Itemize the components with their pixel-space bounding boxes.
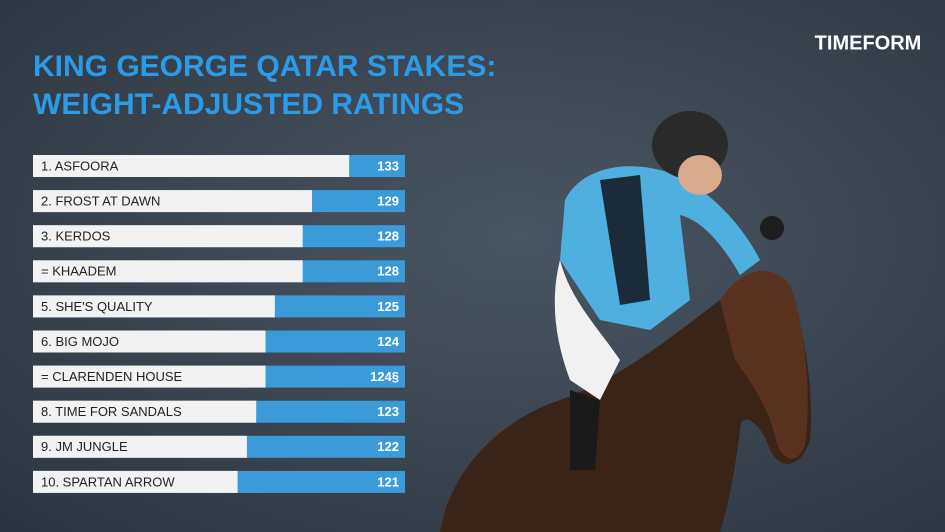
category-label: 3. KERDOS [41, 229, 111, 244]
category-label: = KHAADEM [41, 264, 117, 279]
category-label: 2. FROST AT DAWN [41, 194, 160, 209]
value-label: 128 [377, 264, 399, 279]
value-label: 133 [377, 158, 399, 173]
photo-horse-jockey [440, 111, 811, 532]
bar [33, 155, 350, 177]
bar [33, 365, 266, 388]
chart-title: WEIGHT-ADJUSTED RATINGS [33, 88, 464, 121]
bar [33, 225, 303, 248]
value-label: 124§ [370, 369, 399, 384]
bar [33, 260, 303, 283]
value-label: 129 [377, 194, 399, 209]
bar [33, 190, 312, 213]
bar [33, 295, 275, 318]
value-label: 121 [377, 474, 399, 489]
bar [33, 330, 266, 353]
category-label: 6. BIG MOJO [41, 334, 119, 349]
bar [33, 435, 247, 458]
category-label: 10. SPARTAN ARROW [41, 474, 175, 489]
category-label: 5. SHE'S QUALITY [41, 299, 153, 314]
value-label: 124 [377, 334, 399, 349]
value-label: 125 [377, 299, 399, 314]
chart-title: KING GEORGE QATAR STAKES: [33, 50, 496, 83]
category-label: = CLARENDEN HOUSE [41, 369, 183, 384]
logo: TIMEFORM [815, 32, 922, 54]
category-label: 9. JM JUNGLE [41, 439, 128, 454]
value-label: 123 [377, 404, 399, 419]
value-label: 128 [377, 229, 399, 244]
category-label: 1. ASFOORA [41, 158, 119, 173]
value-label: 122 [377, 439, 399, 454]
bar [33, 400, 257, 423]
category-label: 8. TIME FOR SANDALS [41, 404, 182, 419]
bar [33, 470, 238, 493]
